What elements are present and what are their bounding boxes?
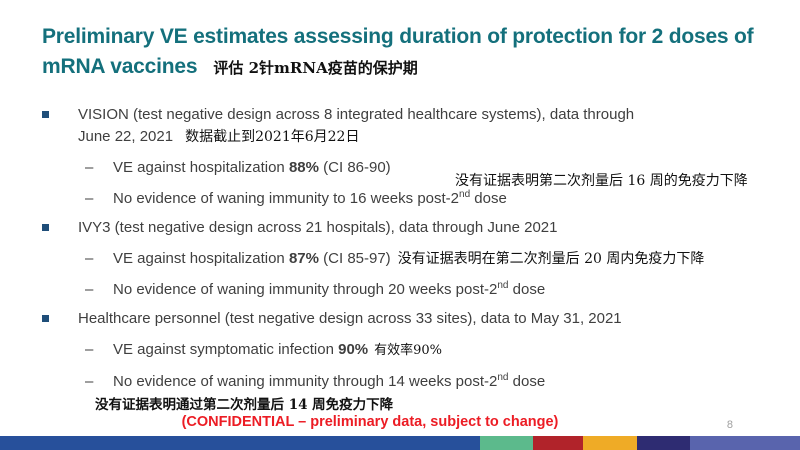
bar-segment-orange [583, 436, 637, 450]
ve-value: 88% [288, 159, 319, 176]
bar-segment-navy [0, 436, 480, 450]
square-bullet-icon [42, 315, 49, 322]
ordinal-superscript: nd [497, 372, 509, 383]
dash-bullet-icon: – [85, 281, 94, 298]
dash-bullet-icon: – [85, 250, 94, 267]
bullet-healthcare: Healthcare personnel (test negative desi… [42, 308, 760, 330]
bar-segment-red [533, 436, 583, 450]
title-chinese: 评估 2针mRNA疫苗的保护期 [213, 59, 418, 77]
healthcare-chinese-below: 没有证据表明通过第二次剂量后 14 周免疫力下降 [95, 397, 394, 413]
dash-bullet-icon: – [85, 190, 94, 207]
sub-bullet-vision-waning: – No evidence of waning immunity to 16 we… [42, 188, 760, 210]
sub-bullet-healthcare-ve: – VE against symptomatic infection 90% 有效率… [42, 339, 760, 362]
dash-bullet-icon: – [85, 373, 94, 390]
bullet-healthcare-text: Healthcare personnel (test negative desi… [78, 310, 622, 327]
healthcare-chinese-annotation: 有效率90% [374, 343, 443, 358]
square-bullet-icon [42, 111, 49, 118]
slide-title: Preliminary VE estimates assessing durat… [0, 0, 800, 83]
bullet-vision: VISION (test negative design across 8 in… [42, 104, 760, 148]
ordinal-superscript: nd [459, 189, 471, 200]
sub-bullet-vision-ve: – VE against hospitalization 88% (CI 86-9… [42, 157, 760, 189]
vision-chinese-annotation: 没有证据表明第二次剂量后 16 周的免疫力下降 [455, 173, 748, 189]
sub-bullet-healthcare-waning: – No evidence of waning immunity through … [42, 371, 760, 393]
confidential-notice: (CONFIDENTIAL – preliminary data, subjec… [181, 414, 559, 430]
square-bullet-icon [42, 224, 49, 231]
bar-segment-indigo [637, 436, 690, 450]
ivy3-chinese-annotation: 没有证据表明在第二次剂量后 20 周内免疫力下降 [397, 251, 705, 267]
title-line2: mRNA vaccines [42, 55, 198, 78]
ordinal-superscript: nd [497, 280, 509, 291]
sub-bullet-ivy3-ve: – VE against hospitalization 87% (CI 85-9… [42, 248, 760, 270]
bullet-ivy3-text: IVY3 (test negative design across 21 hos… [78, 219, 558, 236]
title-line1: Preliminary VE estimates assessing durat… [42, 25, 754, 48]
bullet-ivy3: IVY3 (test negative design across 21 hos… [42, 217, 760, 239]
ve-value: 87% [288, 250, 319, 267]
bottom-color-bar [0, 436, 800, 450]
bullet-vision-text: VISION (test negative design across 8 in… [78, 106, 635, 145]
vision-date-chinese: 数据截止到2021年6月22日 [185, 129, 360, 145]
ve-value: 90% [338, 341, 369, 358]
slide-body: VISION (test negative design across 8 in… [0, 83, 800, 416]
dash-bullet-icon: – [85, 159, 94, 176]
page-number: 8 [726, 419, 733, 431]
bar-segment-green [480, 436, 533, 450]
dash-bullet-icon: – [85, 341, 94, 358]
sub-bullet-ivy3-waning: – No evidence of waning immunity through … [42, 279, 760, 301]
bar-segment-periwinkle [690, 436, 800, 450]
